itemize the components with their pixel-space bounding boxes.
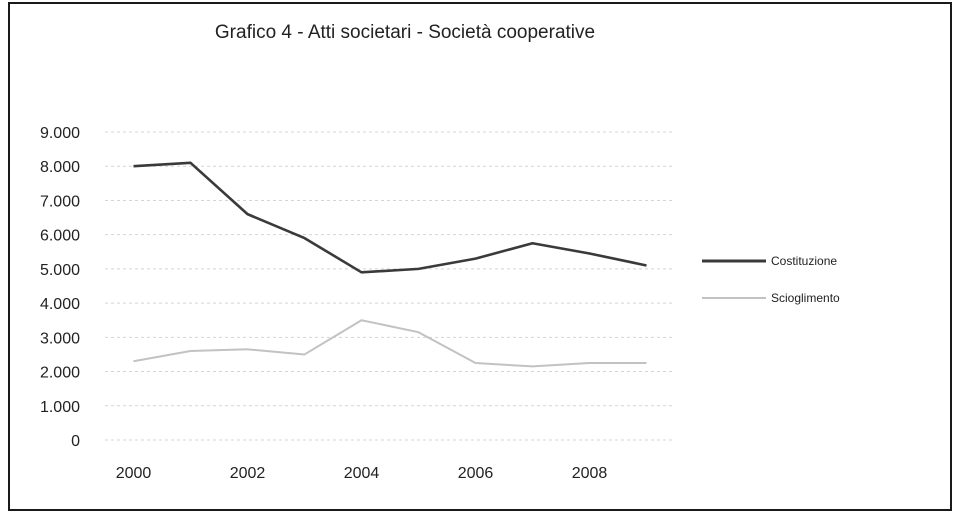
y-tick-label: 3.000 <box>40 330 80 347</box>
y-tick-label: 2.000 <box>40 365 80 382</box>
y-tick-label: 1.000 <box>40 399 80 416</box>
x-tick-label: 2000 <box>116 465 152 482</box>
x-tick-label: 2004 <box>344 465 380 482</box>
y-tick-label: 9.000 <box>40 125 80 142</box>
x-tick-label: 2002 <box>230 465 266 482</box>
x-tick-label: 2008 <box>572 465 608 482</box>
y-tick-label: 5.000 <box>40 262 80 279</box>
legend-label: Scioglimento <box>771 291 840 305</box>
y-tick-label: 6.000 <box>40 228 80 245</box>
chart-frame: Grafico 4 - Atti societari - Società coo… <box>8 2 952 511</box>
y-tick-label: 4.000 <box>40 296 80 313</box>
line-chart: 0 1.000 2.000 3.000 4.000 5.000 6.000 7.000 8.00… <box>40 125 840 482</box>
legend-label: Costituzione <box>771 254 837 268</box>
chart-title: Grafico 4 - Atti societari - Società coo… <box>214 22 596 43</box>
series-line-scioglimento <box>133 319 647 368</box>
series-line-costituzione <box>133 161 647 274</box>
y-tick-label: 0 <box>71 433 80 450</box>
y-tick-label: 8.000 <box>40 159 80 176</box>
y-tick-label: 7.000 <box>40 193 80 210</box>
x-tick-label: 2006 <box>458 465 494 482</box>
